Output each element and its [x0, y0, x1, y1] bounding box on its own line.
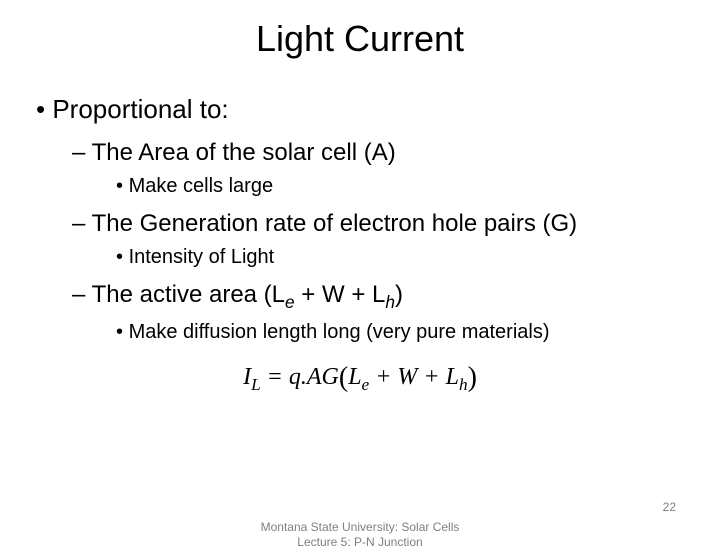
- slide-title: Light Current: [36, 18, 684, 60]
- bullet-l2-generation: The Generation rate of electron hole pai…: [72, 210, 684, 238]
- text-fragment: + W + L: [295, 281, 386, 308]
- bullet-l2-area: The Area of the solar cell (A): [72, 139, 684, 167]
- bullet-l2-active-area: The active area (Le + W + Lh): [72, 281, 684, 313]
- equation: IL = q.AG(Le + W + Lh): [36, 362, 684, 395]
- eq-lhs: I: [243, 364, 251, 390]
- text-fragment: The active area (L: [92, 281, 285, 308]
- bullet-l1: Proportional to:: [36, 94, 684, 125]
- eq-middle: = q.AG: [261, 364, 339, 390]
- eq-t2: + W + L: [369, 364, 459, 390]
- footer-center: Montana State University: Solar Cells Le…: [261, 520, 460, 550]
- bullet-l3-diffusion: Make diffusion length long (very pure ma…: [116, 321, 684, 344]
- bullet-l3-large: Make cells large: [116, 175, 684, 198]
- eq-lparen: (: [339, 362, 348, 393]
- eq-s2: h: [459, 375, 468, 394]
- bullet-l3-intensity: Intensity of Light: [116, 246, 684, 269]
- eq-t1: L: [348, 364, 361, 390]
- eq-rparen: ): [468, 362, 477, 393]
- subscript-h: h: [385, 292, 395, 312]
- footer-line1: Montana State University: Solar Cells: [261, 520, 460, 535]
- eq-lhs-sub: L: [251, 375, 261, 394]
- page-number: 22: [663, 500, 676, 514]
- footer-line2: Lecture 5: P-N Junction: [261, 535, 460, 550]
- slide: Light Current Proportional to: The Area …: [0, 0, 720, 540]
- subscript-e: e: [285, 292, 295, 312]
- text-fragment: ): [395, 281, 403, 308]
